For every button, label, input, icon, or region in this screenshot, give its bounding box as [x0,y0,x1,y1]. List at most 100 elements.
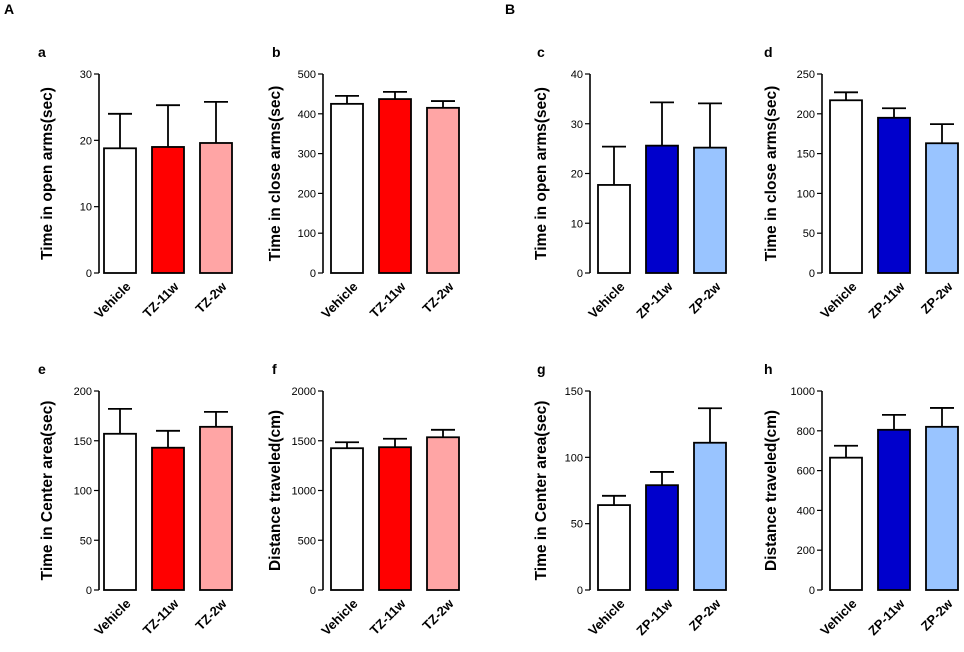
chart-d: d Time in close arms(sec) 0 50 100 150 200 250 V… [763,44,959,321]
chart-g: g Time in Center area(sec) 0 50 100 150 Vehicl… [533,361,727,638]
y-tick-label-c-4: 40 [571,69,583,81]
y-tick-label-a-2: 20 [80,135,92,147]
y-tick-label-b-0: 0 [310,268,316,280]
y-tick-label-h-5: 1000 [791,386,815,398]
category-label-g-3: ZP-2w [686,595,724,633]
bar-c-3 [693,146,727,274]
y-tick-label-d-2: 100 [797,188,815,200]
bar-d-1 [829,99,863,274]
bar-b-2 [378,98,412,274]
category-label-h-3: ZP-2w [918,595,956,633]
bar-h-3 [925,425,959,591]
y-axis-label-a: Time in open arms(sec) [39,87,56,260]
bar-c-2 [645,144,679,274]
category-label-g-2: ZP-11w [633,595,676,638]
category-label-c-3: ZP-2w [686,278,724,316]
y-tick-label-g-2: 100 [565,452,583,464]
panel-letter-a: a [38,44,46,60]
y-tick-label-h-1: 200 [797,545,815,557]
y-tick-label-g-3: 150 [565,386,583,398]
bar-h-2 [877,428,911,591]
category-label-h-1: Vehicle [817,596,859,638]
bar-d-2 [877,116,911,274]
y-tick-label-g-1: 50 [571,519,583,531]
y-tick-label-c-2: 20 [571,169,583,181]
category-label-f-2: TZ-11w [367,595,409,637]
panel-letter-f: f [272,361,277,377]
category-label-c-2: ZP-11w [633,278,676,321]
y-tick-label-e-1: 50 [80,535,92,547]
y-tick-label-d-5: 250 [797,69,815,81]
bar-d-3 [925,142,959,274]
y-axis-label-c: Time in open arms(sec) [533,87,550,260]
bar-f-1 [330,447,364,591]
y-axis-label-e: Time in Center area(sec) [39,401,56,581]
y-tick-label-h-0: 0 [809,585,815,597]
section-label-b: B [505,1,515,17]
y-tick-label-f-2: 1000 [292,486,316,498]
bar-h-1 [829,456,863,591]
y-tick-label-d-0: 0 [809,268,815,280]
category-label-d-2: ZP-11w [865,278,908,321]
category-label-a-3: TZ-2w [192,278,230,316]
panel-letter-g: g [537,361,546,377]
y-tick-label-d-3: 150 [797,149,815,161]
y-axis-label-b: Time in close arms(sec) [267,86,284,261]
chart-e: e Time in Center area(sec) 0 50 100 150 200 Veh… [38,361,233,638]
panel-letter-c: c [537,44,545,60]
y-tick-label-c-3: 30 [571,119,583,131]
bar-g-3 [693,441,727,591]
category-label-e-1: Vehicle [91,596,133,638]
bar-e-2 [151,446,185,591]
chart-h: h Distance traveled(cm) 0 200 400 600 800 1000 V… [763,361,959,638]
y-tick-label-a-3: 30 [80,69,92,81]
category-label-e-3: TZ-2w [192,595,230,633]
bar-g-2 [645,484,679,591]
category-label-g-1: Vehicle [585,596,627,638]
bar-f-3 [426,436,460,591]
y-tick-label-c-1: 10 [571,218,583,230]
y-tick-label-e-4: 200 [74,386,92,398]
bar-e-3 [199,425,233,591]
y-tick-label-f-0: 0 [310,585,316,597]
category-label-b-3: TZ-2w [419,278,457,316]
y-tick-label-f-1: 500 [298,535,316,547]
y-axis-label-g: Time in Center area(sec) [533,401,550,581]
bar-b-3 [426,106,460,274]
y-tick-label-h-4: 800 [797,426,815,438]
y-tick-label-b-1: 100 [298,228,316,240]
y-tick-label-e-0: 0 [86,585,92,597]
category-label-f-3: TZ-2w [419,595,457,633]
category-label-d-1: Vehicle [817,279,859,321]
category-label-c-1: Vehicle [585,279,627,321]
y-tick-label-f-4: 2000 [292,386,316,398]
category-label-f-1: Vehicle [318,596,360,638]
y-tick-label-c-0: 0 [577,268,583,280]
bar-a-2 [151,146,185,274]
y-tick-label-b-4: 400 [298,109,316,121]
chart-f: f Distance traveled(cm) 0 500 1000 1500 2000 Ve… [267,361,460,638]
category-label-e-2: TZ-11w [140,595,182,637]
bar-b-1 [330,102,364,274]
category-label-a-1: Vehicle [91,279,133,321]
panel-letter-d: d [764,44,773,60]
y-axis-label-f: Distance traveled(cm) [267,410,284,571]
y-tick-label-b-5: 500 [298,69,316,81]
section-label-a: A [4,1,14,17]
y-tick-label-a-1: 10 [80,202,92,214]
category-label-d-3: ZP-2w [918,278,956,316]
y-axis-label-d: Time in close arms(sec) [763,86,780,261]
chart-b: b Time in close arms(sec) 0 100 200 300 400 500… [267,44,460,321]
y-tick-label-d-1: 50 [803,228,815,240]
y-tick-label-g-0: 0 [577,585,583,597]
category-label-b-1: Vehicle [318,279,360,321]
panel-letter-h: h [764,361,773,377]
y-axis-label-h: Distance traveled(cm) [763,410,780,571]
y-tick-label-b-2: 200 [298,188,316,200]
y-tick-label-d-4: 200 [797,109,815,121]
panel-letter-e: e [38,361,46,377]
bar-g-1 [597,504,631,591]
